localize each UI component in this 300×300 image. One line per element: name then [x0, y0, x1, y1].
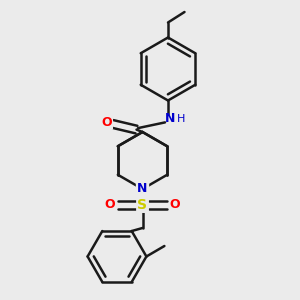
- Text: O: O: [169, 198, 180, 211]
- Text: S: S: [137, 198, 148, 212]
- Text: H: H: [176, 113, 185, 124]
- Text: N: N: [137, 182, 148, 196]
- Text: N: N: [165, 112, 176, 125]
- Text: O: O: [105, 198, 116, 211]
- Text: O: O: [102, 116, 112, 129]
